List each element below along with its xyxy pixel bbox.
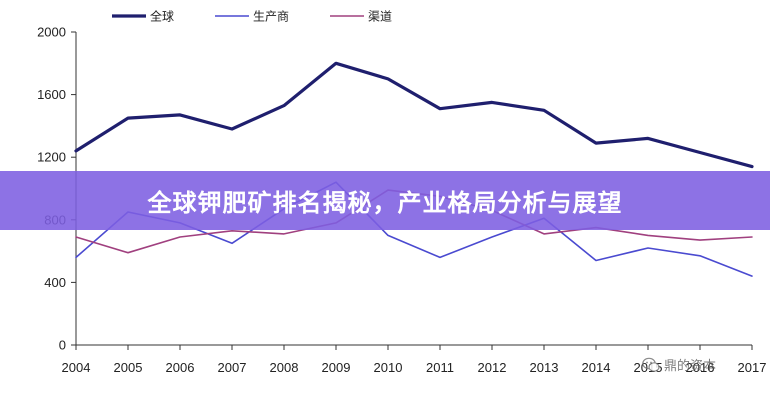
series-line-0 [74, 61, 754, 169]
x-tick-label: 2016 [686, 360, 715, 375]
wechat-icon [642, 357, 660, 372]
legend-label-2: 渠道 [368, 10, 392, 24]
x-tick-label: 2013 [530, 360, 559, 375]
x-tick-label: 2006 [166, 360, 195, 375]
x-tick-label: 2014 [582, 360, 611, 375]
chart-axes: 0400800120016002000200420052006200720082… [37, 25, 766, 376]
x-tick-label: 2010 [374, 360, 403, 375]
x-tick-label: 2017 [738, 360, 767, 375]
legend-label-1: 生产商 [253, 9, 289, 24]
chart-series [74, 61, 754, 277]
y-tick-label: 0 [59, 338, 66, 353]
y-tick-label: 1600 [37, 87, 66, 102]
legend-label-0: 全球 [150, 9, 174, 24]
x-tick-label: 2008 [270, 360, 299, 375]
watermark: 鼎的资本 [642, 355, 716, 374]
y-tick-label: 400 [44, 275, 66, 290]
x-tick-label: 2012 [478, 360, 507, 375]
x-tick-label: 2004 [62, 360, 91, 375]
y-tick-label: 1200 [37, 150, 66, 165]
banner-title: 全球钾肥矿排名揭秘，产业格局分析与展望 [147, 189, 623, 217]
x-tick-label: 2005 [114, 360, 143, 375]
x-tick-label: 2007 [218, 360, 247, 375]
x-tick-label: 2009 [322, 360, 351, 375]
title-banner: 全球钾肥矿排名揭秘，产业格局分析与展望 [0, 171, 770, 230]
x-tick-label: 2011 [426, 360, 454, 375]
chart-legend: 全球 生产商 渠道 [112, 9, 392, 24]
y-tick-label: 2000 [37, 25, 66, 40]
watermark-text: 鼎的资本 [664, 359, 717, 374]
